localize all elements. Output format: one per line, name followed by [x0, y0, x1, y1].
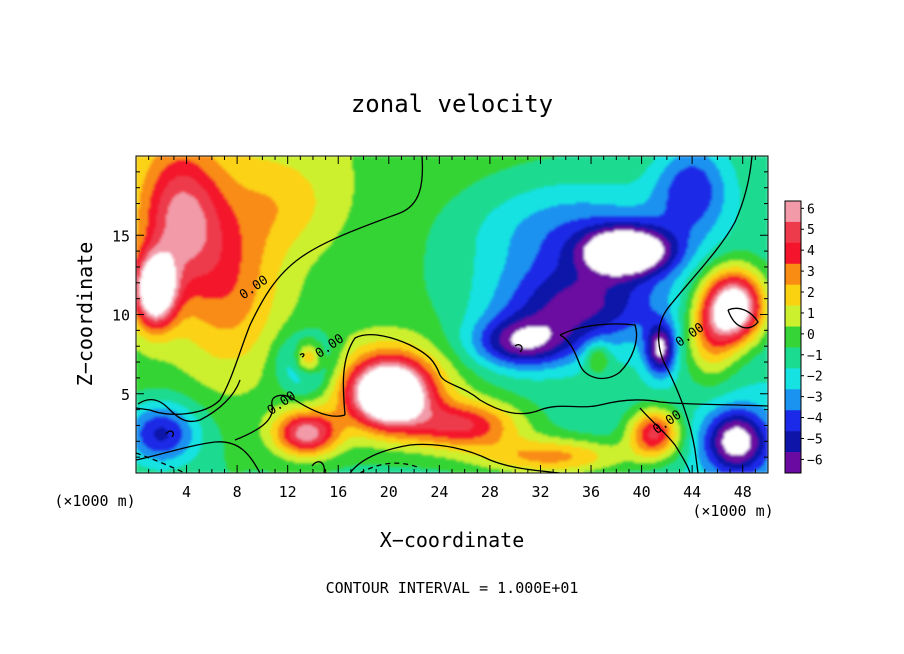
x-tick-label: 12 — [279, 483, 297, 501]
colorbar-label: −4 — [807, 412, 823, 427]
x-tick-label: 24 — [430, 483, 448, 501]
colorbar-label: 1 — [807, 307, 815, 322]
colorbar-label: −5 — [807, 432, 823, 447]
contour-line — [136, 441, 261, 473]
colorbar-swatch — [785, 263, 801, 285]
colorbar-frame — [784, 200, 802, 474]
x-unit-right: (×1000 m) — [692, 502, 773, 520]
colorbar-swatch — [785, 452, 801, 474]
x-tick-label: 44 — [683, 483, 701, 501]
colorbar-swatch — [785, 347, 801, 369]
y-tick-label: 10 — [112, 307, 130, 325]
colorbar-swatch — [785, 305, 801, 327]
zero-contours — [136, 156, 768, 473]
colorbar-swatch — [785, 284, 801, 306]
plot-area: 0.000.000.000.000.00 — [136, 156, 768, 473]
contour-line — [311, 461, 325, 473]
contour-line — [342, 334, 541, 416]
y-axis-label: Z−coordinate — [73, 242, 97, 387]
colorbar: 6 5 4 3 2 1 0 −1 −2 −3 −4 −5 −6 — [784, 200, 823, 474]
x-tick-label: 16 — [329, 483, 347, 501]
colorbar-swatch — [785, 221, 801, 244]
y-tick-label: 5 — [121, 386, 130, 404]
colorbar-label: 4 — [807, 244, 815, 259]
contour-line — [136, 156, 424, 415]
colorbar-label: 6 — [807, 202, 815, 217]
x-axis-ticks: 4 8 12 16 20 24 28 32 36 40 44 48 — [148, 156, 756, 501]
x-tick-label: 28 — [481, 483, 499, 501]
contour-line — [299, 353, 305, 358]
contour-line — [639, 407, 691, 473]
contour-line — [727, 307, 759, 329]
colorbar-swatch — [785, 326, 801, 348]
colorbar-swatch — [785, 368, 801, 390]
x-tick-label: 40 — [633, 483, 651, 501]
x-tick-label: 20 — [380, 483, 398, 501]
contour-interval-note: CONTOUR INTERVAL = 1.000E+01 — [326, 579, 579, 597]
colorbar-label: 0 — [807, 328, 815, 343]
colorbar-label: −2 — [807, 370, 823, 385]
x-axis-label: X−coordinate — [380, 528, 525, 552]
colorbar-label: −1 — [807, 349, 823, 364]
colorbar-label: 3 — [807, 265, 815, 280]
x-tick-label: 8 — [233, 483, 242, 501]
colorbar-label: 2 — [807, 286, 815, 301]
x-tick-label: 32 — [531, 483, 549, 501]
x-tick-label: 48 — [734, 483, 752, 501]
velocity-field — [136, 156, 768, 473]
colorbar-swatch — [785, 389, 801, 411]
colorbar-swatch — [785, 242, 801, 265]
contour-line — [349, 443, 561, 473]
contour-line — [359, 462, 421, 473]
x-tick-label: 4 — [182, 483, 191, 501]
contour-line — [658, 156, 753, 473]
contour-line — [559, 323, 638, 380]
contour-line — [234, 394, 346, 441]
contour-line — [136, 452, 186, 473]
contour-line — [137, 379, 241, 423]
x-unit-left: (×1000 m) — [54, 492, 135, 510]
colorbar-label: 5 — [807, 223, 815, 238]
colorbar-swatch — [785, 410, 801, 432]
colorbar-swatch — [785, 431, 801, 453]
y-tick-label: 15 — [112, 227, 130, 245]
colorbar-label: −6 — [807, 453, 823, 468]
chart-title: zonal velocity — [351, 90, 553, 118]
x-tick-label: 36 — [582, 483, 600, 501]
contour-line — [165, 430, 174, 438]
contour-line — [514, 344, 523, 353]
contour-line — [539, 399, 768, 411]
colorbar-swatch — [785, 201, 801, 223]
colorbar-label: −3 — [807, 391, 823, 406]
y-axis-ticks: 5 10 15 — [112, 171, 768, 458]
